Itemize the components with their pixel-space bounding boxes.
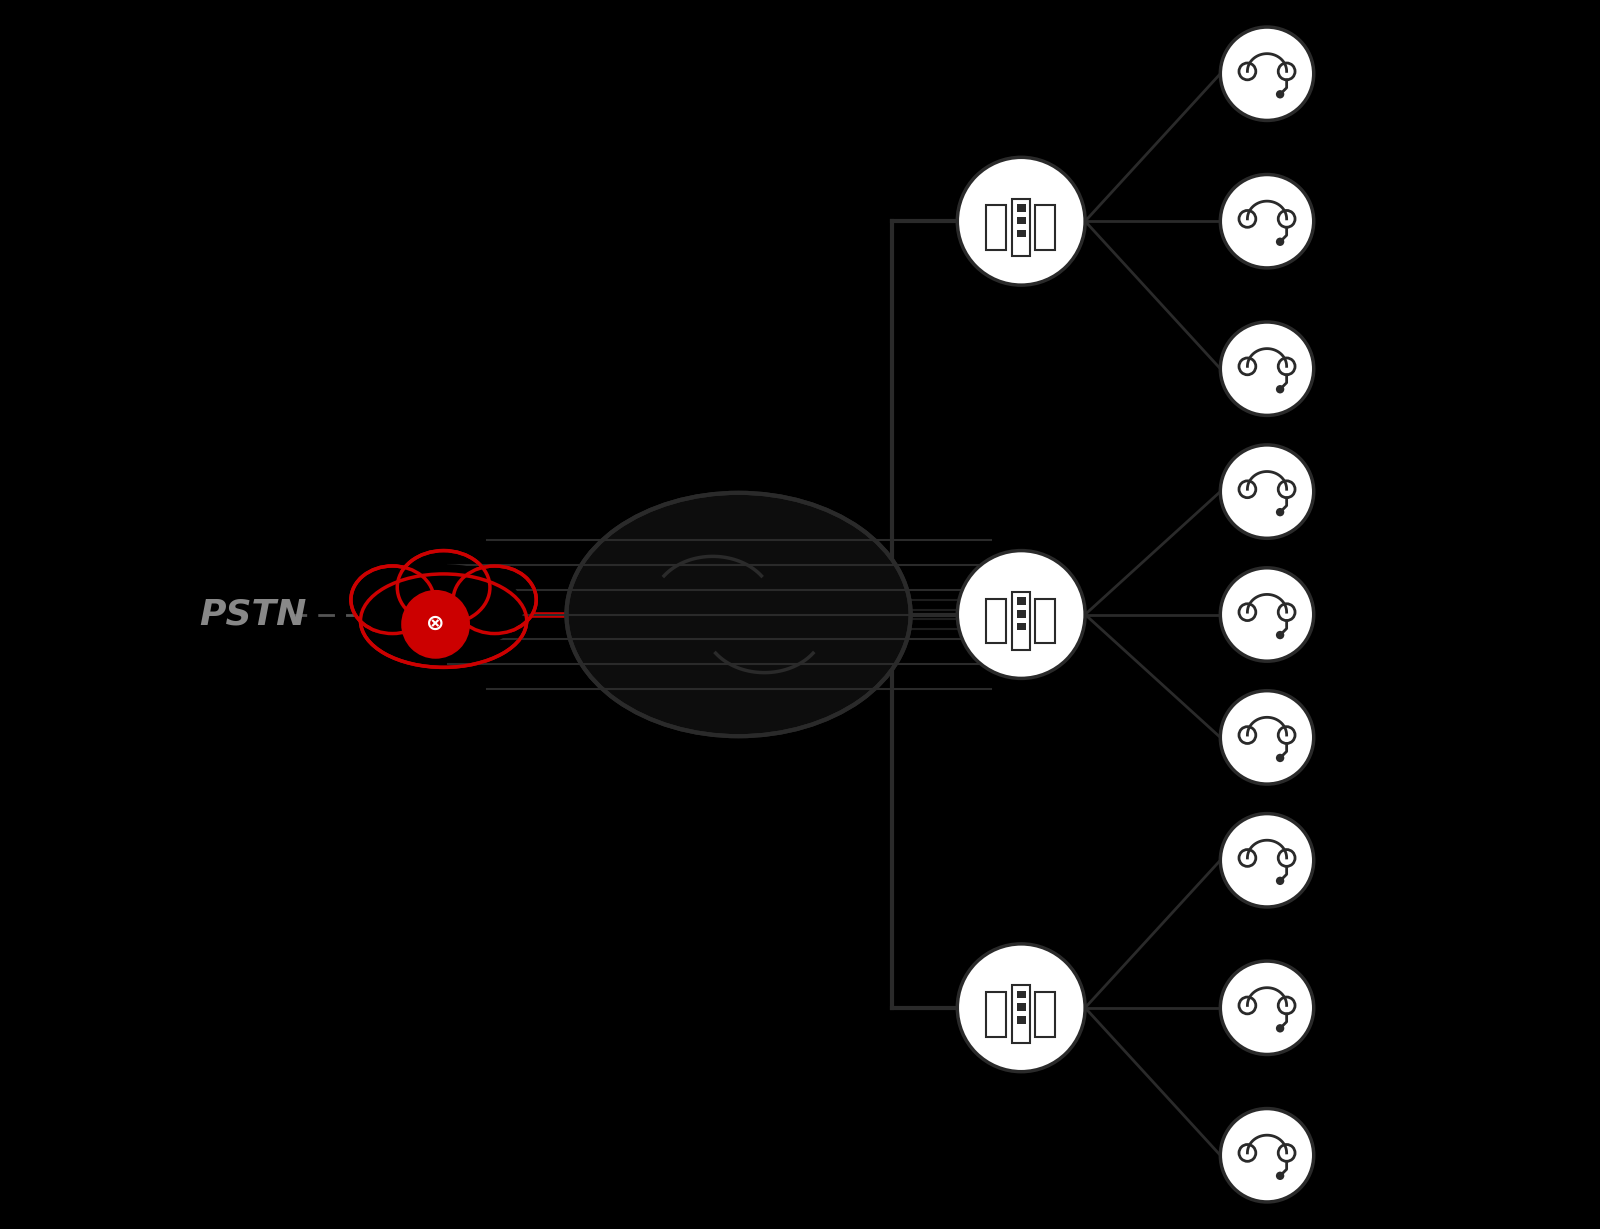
Bar bbox=[1016, 597, 1026, 605]
Bar bbox=[1016, 230, 1026, 237]
Circle shape bbox=[1275, 90, 1285, 98]
Bar bbox=[1013, 199, 1030, 257]
Circle shape bbox=[1275, 1171, 1285, 1180]
Text: PSTN: PSTN bbox=[200, 597, 307, 632]
Bar bbox=[1016, 623, 1026, 630]
Circle shape bbox=[1221, 691, 1314, 784]
Ellipse shape bbox=[453, 565, 536, 634]
Circle shape bbox=[402, 590, 470, 659]
Ellipse shape bbox=[350, 565, 434, 634]
Text: ⊗: ⊗ bbox=[426, 614, 445, 634]
Circle shape bbox=[1221, 1109, 1314, 1202]
Bar bbox=[1035, 992, 1054, 1036]
Circle shape bbox=[1275, 876, 1285, 885]
Bar bbox=[986, 992, 1006, 1036]
Bar bbox=[986, 599, 1006, 643]
Bar bbox=[1016, 204, 1026, 211]
Bar bbox=[1016, 610, 1026, 618]
Bar bbox=[986, 205, 1006, 249]
Circle shape bbox=[1221, 814, 1314, 907]
Bar bbox=[1035, 205, 1054, 249]
Circle shape bbox=[957, 157, 1085, 285]
Bar bbox=[1013, 986, 1030, 1043]
Circle shape bbox=[1221, 961, 1314, 1054]
Circle shape bbox=[1221, 568, 1314, 661]
Circle shape bbox=[1221, 445, 1314, 538]
Bar bbox=[1013, 592, 1030, 650]
Circle shape bbox=[1275, 753, 1285, 762]
Ellipse shape bbox=[363, 564, 523, 653]
Bar bbox=[1016, 991, 1026, 998]
Bar bbox=[1016, 1016, 1026, 1024]
Circle shape bbox=[1275, 630, 1285, 639]
Ellipse shape bbox=[397, 551, 490, 624]
Circle shape bbox=[1221, 322, 1314, 415]
Circle shape bbox=[957, 944, 1085, 1072]
Circle shape bbox=[1275, 508, 1285, 516]
Circle shape bbox=[1275, 237, 1285, 246]
Bar bbox=[1016, 1003, 1026, 1011]
Ellipse shape bbox=[566, 493, 910, 736]
Circle shape bbox=[1275, 1024, 1285, 1032]
Ellipse shape bbox=[360, 574, 526, 667]
Circle shape bbox=[1221, 27, 1314, 120]
Circle shape bbox=[1221, 175, 1314, 268]
Circle shape bbox=[1275, 385, 1285, 393]
Circle shape bbox=[957, 551, 1085, 678]
Bar bbox=[1016, 216, 1026, 225]
Bar bbox=[1035, 599, 1054, 643]
